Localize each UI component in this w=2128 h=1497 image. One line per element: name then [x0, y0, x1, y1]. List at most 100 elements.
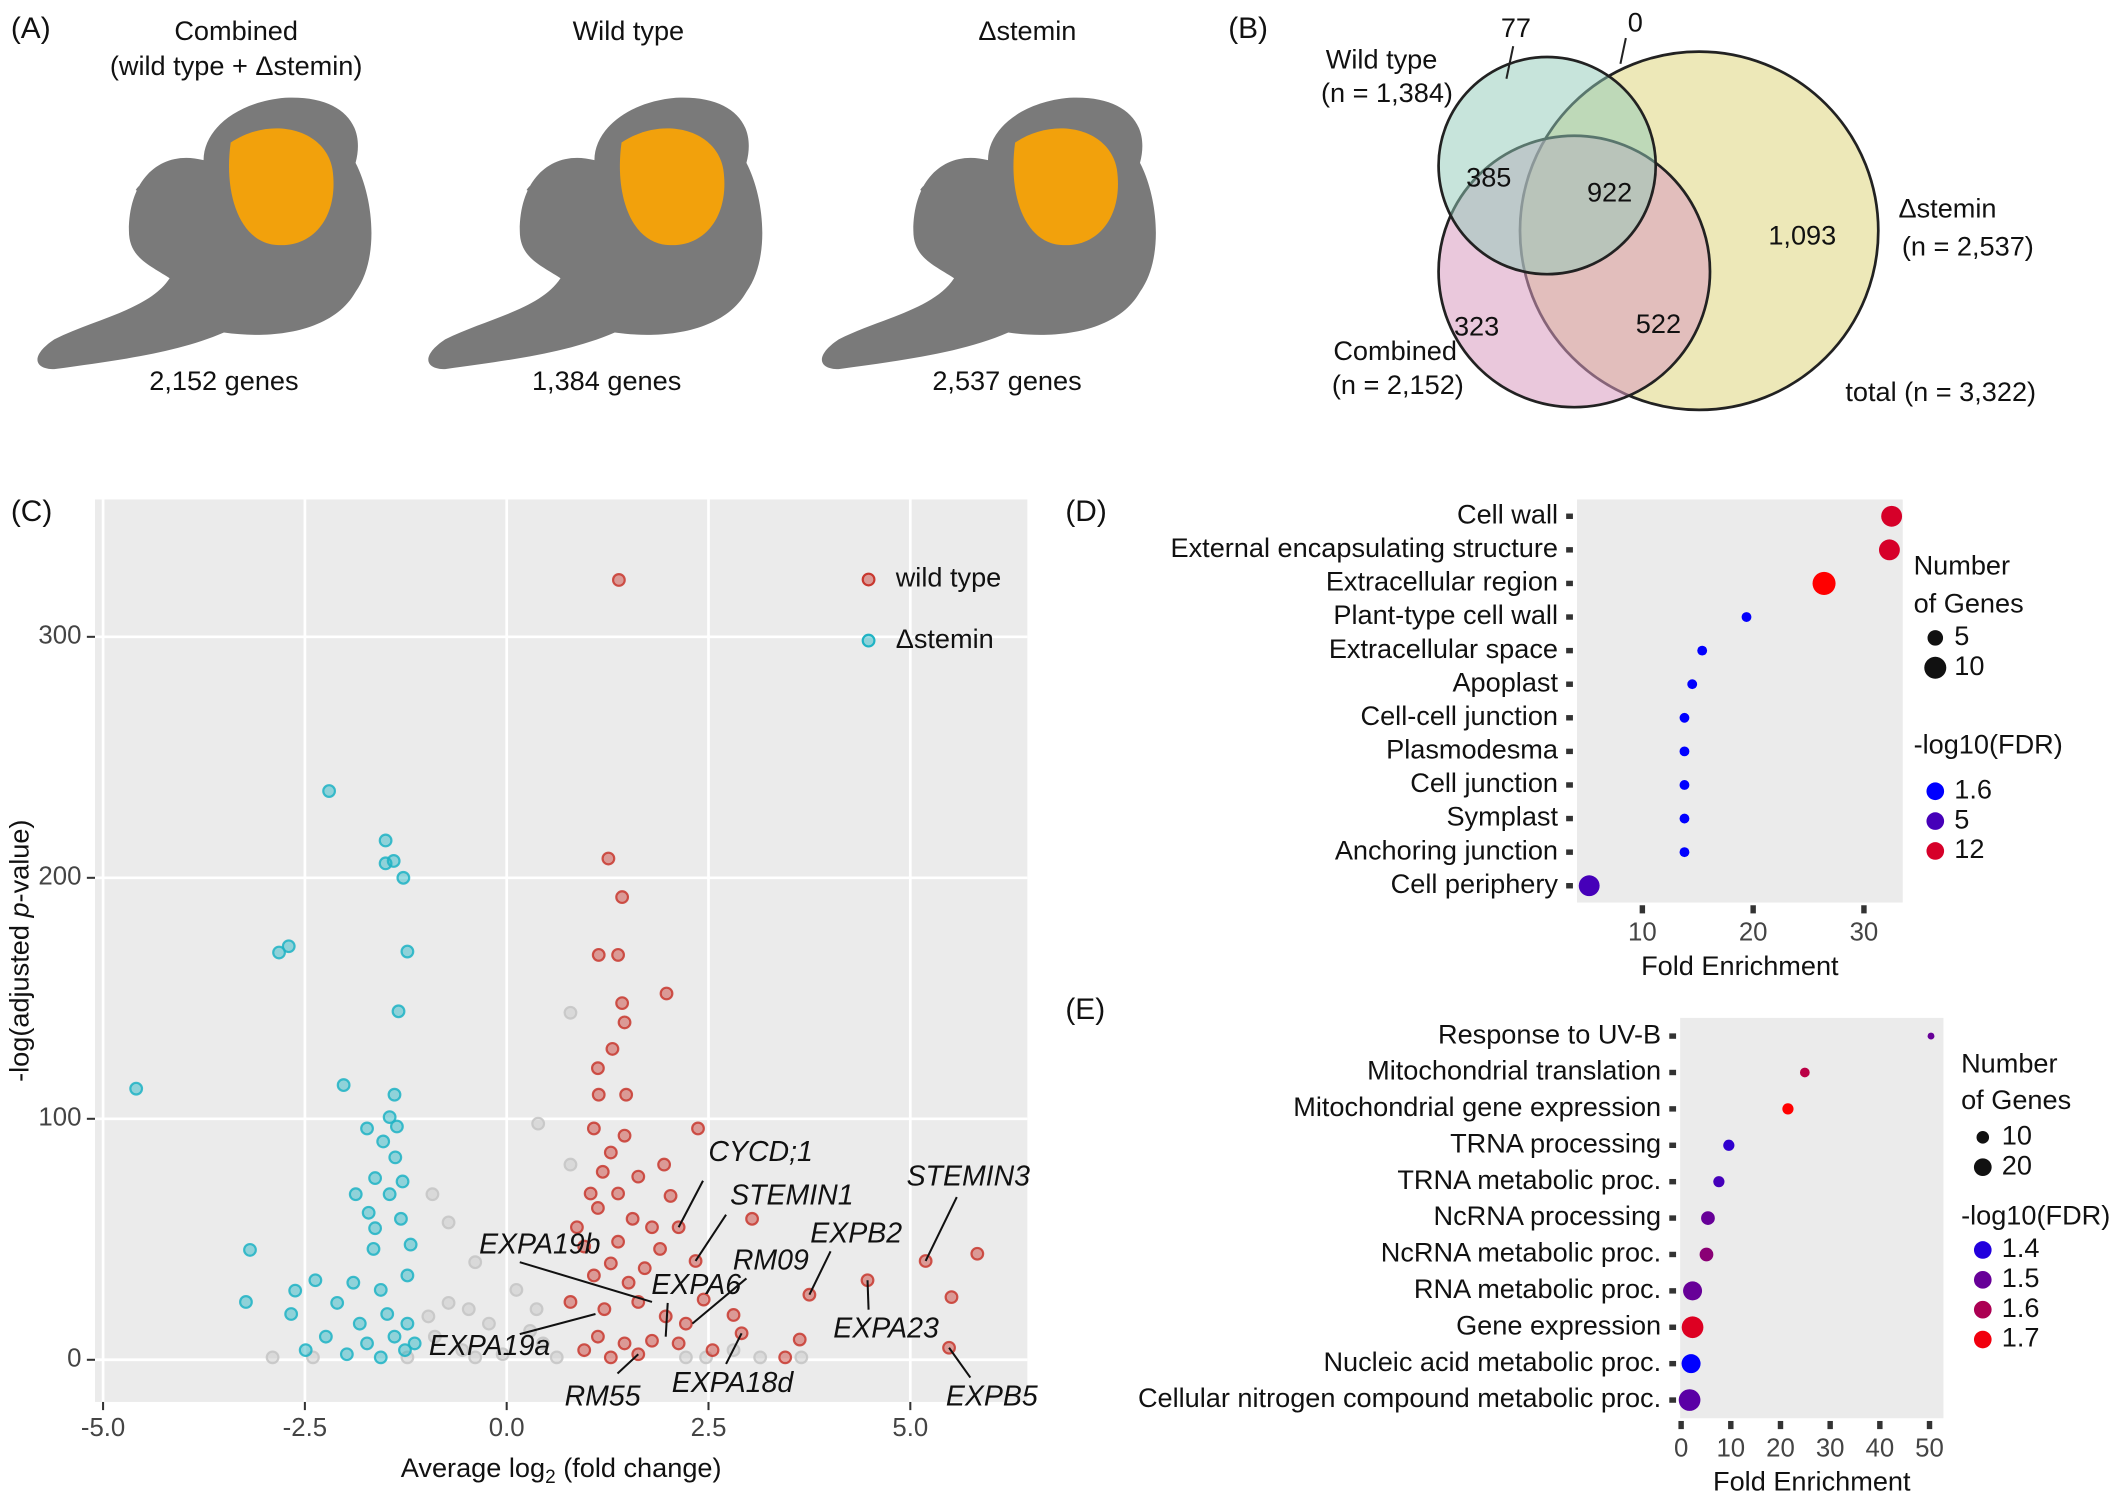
y-tick-label: Extracellular space — [1329, 633, 1558, 664]
legend-title: of Genes — [1961, 1084, 2071, 1115]
dot — [1681, 1316, 1704, 1339]
data-point — [529, 1302, 544, 1317]
legend-title: of Genes — [1914, 587, 2024, 618]
data-point — [339, 1347, 354, 1362]
data-point — [619, 1087, 634, 1102]
x-axis-title: Fold Enrichment — [1641, 950, 1839, 981]
venn-count: 77 — [1501, 12, 1531, 43]
y-tick-label: NcRNA metabolic proc. — [1381, 1237, 1661, 1268]
venn-set-name: Δstemin — [1898, 193, 1996, 224]
data-point — [611, 1186, 626, 1201]
legend-color-marker — [1926, 842, 1945, 860]
y-tick-label: Cell periphery — [1391, 868, 1559, 899]
dot — [1679, 813, 1690, 824]
dot — [1799, 1067, 1810, 1078]
venn-count: 522 — [1636, 308, 1681, 339]
data-point — [603, 1350, 618, 1365]
y-axis-title-part: -log(adjusted — [4, 918, 35, 1082]
data-point — [441, 1215, 456, 1230]
annotation-leader — [808, 1250, 832, 1296]
dot — [1697, 645, 1708, 656]
x-axis-title-part: 2 — [545, 1467, 556, 1488]
dot — [1578, 875, 1600, 897]
data-point — [605, 1041, 620, 1056]
annotation-label: CYCD;1 — [708, 1136, 812, 1168]
data-point — [617, 1128, 632, 1143]
data-point — [368, 1221, 383, 1236]
data-point — [400, 1268, 415, 1283]
annotation-label: RM55 — [565, 1380, 641, 1412]
venn-count: 323 — [1454, 311, 1499, 342]
y-tick-label: Plant-type cell wall — [1333, 599, 1558, 630]
annotation-leader — [677, 1180, 704, 1228]
annotation-label: EXPA18d — [672, 1367, 795, 1399]
legend-label: 5 — [1954, 620, 1969, 651]
legend-title: Number — [1914, 549, 2010, 580]
data-point — [563, 1157, 578, 1172]
data-point — [281, 939, 296, 954]
x-tick-label: 2.5 — [691, 1414, 727, 1442]
annotation-label: EXPB5 — [946, 1380, 1038, 1412]
data-point — [569, 1220, 584, 1235]
data-point — [298, 1343, 313, 1358]
data-point — [468, 1255, 483, 1270]
scatter-chart: -5.0 -2.5 0.0 2.5 5.0 0 100 200 300 wild type Δste… — [4, 499, 1038, 1488]
venn-leader — [1505, 45, 1515, 79]
x-tick-label: 0.0 — [489, 1414, 525, 1442]
annotation-label: EXPA19a — [429, 1330, 550, 1362]
data-point — [745, 1211, 760, 1226]
legend-marker — [861, 572, 876, 587]
legend-label: wild type — [895, 562, 1002, 593]
data-point — [617, 1015, 632, 1030]
data-point — [495, 1347, 510, 1362]
data-point — [678, 1316, 693, 1331]
venn-set-count: (n = 2,537) — [1902, 231, 2034, 262]
data-point — [726, 1308, 741, 1322]
dot — [1678, 1389, 1701, 1411]
legend-size-marker — [1973, 1158, 1992, 1177]
venn-leader — [1619, 37, 1627, 65]
data-point — [322, 784, 337, 798]
data-point — [389, 1119, 404, 1134]
dot — [1681, 1354, 1701, 1374]
data-point — [400, 1316, 415, 1331]
data-point — [577, 1343, 592, 1358]
legend-color-marker — [1973, 1271, 1992, 1289]
venn-set-name: Wild type — [1326, 43, 1438, 74]
dot — [1679, 712, 1690, 723]
umap-title: Δstemin — [978, 15, 1076, 46]
umap-title: Combined — [174, 15, 298, 46]
data-point — [243, 1242, 257, 1257]
data-point — [590, 1201, 605, 1215]
data-point — [509, 1282, 524, 1297]
legend-label: 5 — [1954, 803, 1969, 834]
legend-label: 20 — [2002, 1149, 2032, 1180]
y-tick-label: Response to UV-B — [1438, 1018, 1661, 1049]
umap-caption: 2,152 genes — [149, 365, 298, 396]
dot — [1687, 679, 1698, 690]
data-point — [380, 1307, 395, 1321]
data-point — [400, 944, 415, 959]
data-point — [360, 1121, 374, 1136]
venn-count: 0 — [1628, 7, 1643, 38]
data-point — [396, 870, 411, 885]
data-point — [591, 1087, 606, 1102]
legend-title: -log10(FDR) — [1961, 1200, 2110, 1231]
x-tick-label: 5.0 — [892, 1414, 928, 1442]
legend-label: 1.5 — [2002, 1262, 2040, 1293]
legend-title: -log10(FDR) — [1914, 729, 2063, 760]
y-tick-label: Cell junction — [1410, 767, 1558, 798]
dot — [1679, 780, 1690, 790]
legend-color-marker — [1973, 1330, 1992, 1349]
data-point — [549, 1350, 564, 1365]
dot — [1782, 1103, 1794, 1115]
legend-label: 10 — [2002, 1119, 2032, 1150]
data-point — [631, 1169, 646, 1184]
plot-background — [95, 499, 1028, 1402]
y-tick-label: Cell wall — [1457, 498, 1558, 529]
data-point — [663, 1188, 678, 1203]
y-tick-label: Cellular nitrogen compound metabolic pro… — [1138, 1382, 1661, 1413]
data-point — [391, 1004, 406, 1019]
y-axis-title: -log(adjusted p-value) — [4, 820, 35, 1082]
